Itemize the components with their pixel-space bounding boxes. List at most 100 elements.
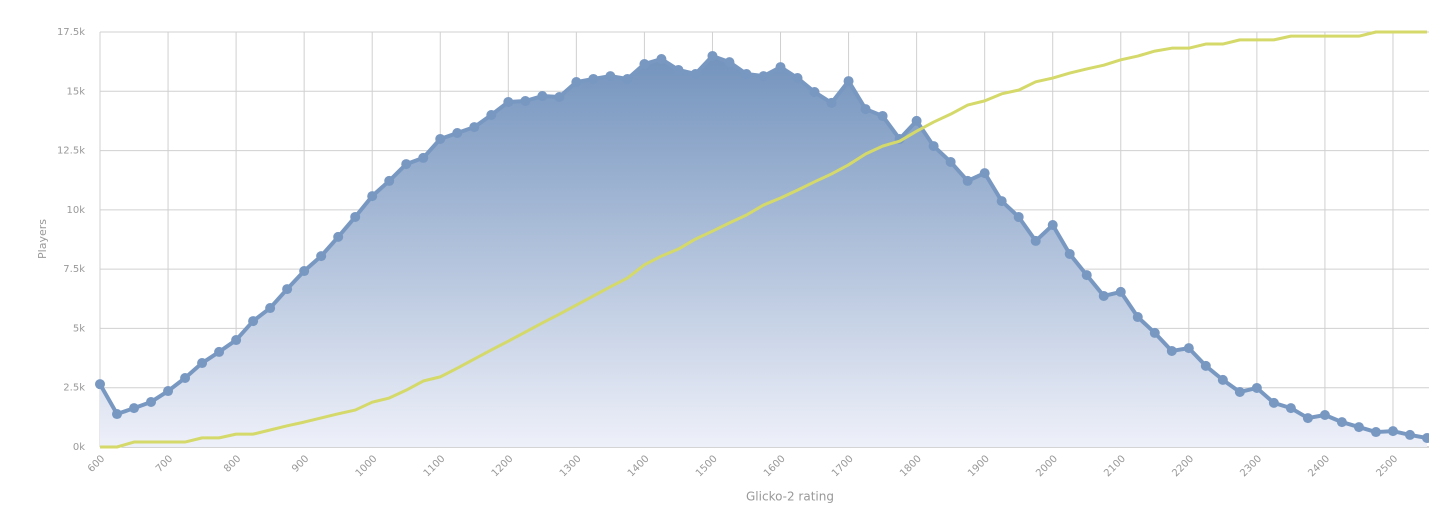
point — [1234, 386, 1245, 397]
x-tick-label: 1200 — [490, 453, 516, 479]
y-tick-label: 7.5k — [63, 264, 85, 275]
x-axis-title: Glicko-2 rating — [746, 490, 834, 504]
point — [1336, 417, 1347, 428]
point — [1217, 374, 1228, 385]
point — [690, 68, 701, 79]
point — [639, 59, 650, 70]
point — [486, 110, 497, 120]
point — [197, 358, 208, 369]
x-tick-label: 1500 — [694, 453, 720, 479]
x-tick-label: 2000 — [1034, 453, 1060, 479]
point — [1030, 235, 1041, 246]
x-tick-label: 800 — [222, 453, 243, 474]
point — [1370, 427, 1381, 438]
point — [656, 54, 667, 65]
point — [877, 110, 888, 121]
x-tick-label: 600 — [86, 453, 107, 474]
point — [435, 133, 446, 144]
point — [316, 251, 327, 262]
x-tick-label: 2400 — [1306, 453, 1332, 479]
point — [146, 396, 157, 407]
x-tick-label: 1400 — [626, 453, 652, 479]
y-tick-label: 12.5k — [57, 146, 85, 157]
y-tick-label: 5k — [73, 323, 85, 334]
area — [100, 55, 1427, 448]
x-tick-label: 900 — [290, 453, 311, 474]
point — [1064, 248, 1075, 259]
point — [775, 62, 786, 73]
point — [282, 284, 293, 295]
point — [979, 168, 990, 179]
point — [1302, 413, 1313, 424]
y-tick-label: 0k — [73, 442, 85, 453]
line — [100, 30, 1427, 449]
point — [1251, 382, 1262, 393]
y-tick-label: 10k — [66, 205, 85, 216]
point — [911, 115, 922, 126]
point — [520, 96, 531, 107]
point — [945, 156, 956, 167]
point — [554, 91, 565, 102]
point — [367, 191, 378, 202]
point — [384, 175, 395, 186]
point — [1387, 426, 1398, 437]
point — [418, 152, 429, 163]
point — [1166, 345, 1177, 356]
point — [1422, 432, 1429, 443]
point — [1098, 290, 1109, 301]
point — [1115, 286, 1126, 297]
point — [537, 91, 548, 102]
point — [1013, 211, 1024, 222]
x-tick-label: 1300 — [558, 453, 584, 479]
point — [741, 68, 752, 79]
point — [1183, 343, 1194, 354]
point — [1149, 327, 1160, 338]
point — [503, 96, 514, 107]
point — [996, 196, 1007, 207]
x-tick-label: 2500 — [1374, 453, 1400, 479]
x-tick-label: 1100 — [422, 453, 448, 479]
x-tick-label: 2200 — [1170, 453, 1196, 479]
point — [469, 122, 480, 133]
point — [1353, 422, 1364, 433]
x-tick-label: 700 — [154, 453, 175, 474]
x-tick-label: 1900 — [966, 453, 992, 479]
point — [962, 175, 973, 186]
point — [452, 128, 463, 139]
point — [860, 104, 871, 115]
point — [350, 211, 361, 222]
y-tick-label: 2.5k — [63, 383, 85, 394]
point — [1319, 409, 1330, 420]
point — [1404, 429, 1415, 440]
x-tick-label: 1800 — [898, 453, 924, 479]
point — [231, 335, 242, 346]
point — [214, 346, 225, 357]
point — [1132, 312, 1143, 323]
point — [673, 64, 684, 75]
point — [758, 71, 769, 82]
point — [809, 86, 820, 97]
point — [1200, 360, 1211, 371]
x-tick-label: 2300 — [1238, 453, 1264, 479]
x-tick-label: 1000 — [354, 453, 380, 479]
point — [826, 97, 837, 108]
point — [843, 76, 854, 87]
point — [792, 73, 803, 84]
point — [180, 372, 191, 383]
point — [724, 57, 735, 68]
point — [248, 316, 259, 327]
point — [622, 73, 633, 84]
point — [401, 159, 412, 170]
point — [1081, 270, 1092, 281]
point — [112, 409, 123, 420]
point — [605, 71, 616, 82]
x-tick-label: 1600 — [762, 453, 788, 479]
point — [299, 266, 310, 277]
point — [1047, 220, 1058, 231]
point — [163, 386, 174, 397]
point — [333, 231, 344, 242]
point — [588, 73, 599, 84]
point — [265, 303, 276, 314]
point — [571, 77, 582, 88]
